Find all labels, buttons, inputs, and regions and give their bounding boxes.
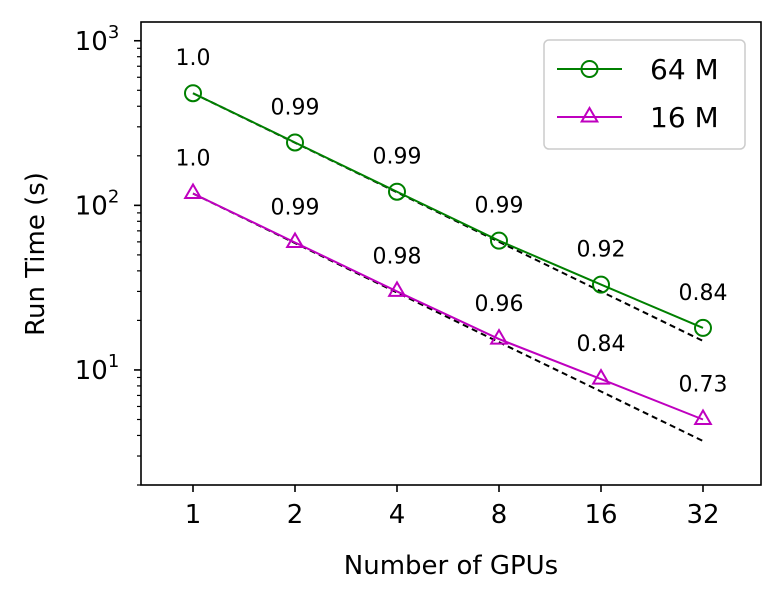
efficiency-label: 1.0: [176, 147, 211, 172]
legend-marker: [579, 106, 600, 123]
data-point: [592, 275, 610, 294]
data-point: [693, 408, 713, 425]
legend-label: 64 M: [650, 53, 719, 86]
y-tick-label: 103: [75, 22, 120, 57]
data-point: [184, 84, 202, 103]
efficiency-label: 0.99: [271, 95, 320, 120]
axis-ticks: 1 2 4 8 16 32 101 102 103: [75, 22, 720, 530]
efficiency-label: 0.84: [577, 332, 626, 357]
data-point: [490, 231, 508, 250]
plot-frame: [140, 21, 762, 486]
data-point: [489, 328, 509, 345]
x-axis-label: Number of GPUs: [344, 551, 558, 581]
efficiency-label: 0.84: [679, 281, 728, 306]
efficiency-label: 0.99: [475, 194, 524, 219]
data-point: [286, 133, 304, 152]
efficiency-label: 0.92: [577, 238, 626, 263]
efficiency-label: 0.98: [373, 244, 422, 269]
data-point: [285, 231, 305, 248]
y-tick-label: 102: [75, 186, 120, 221]
x-tick-label: 4: [389, 500, 406, 530]
series-line: [192, 192, 704, 421]
data-point: [183, 182, 203, 200]
efficiency-label: 0.99: [373, 145, 422, 170]
plot-marks: 1.0 0.99 0.99 0.99 0.92 0.84 1.0 0.99 0.98 0.96 0.…: [176, 46, 728, 442]
legend-marker: [580, 60, 599, 78]
data-point: [388, 182, 406, 201]
series-line: [192, 92, 704, 329]
x-tick-label: 1: [185, 500, 202, 530]
data-point: [387, 280, 407, 297]
efficiency-label: 0.73: [679, 372, 728, 397]
y-axis-label: Run Time (s): [21, 172, 51, 336]
efficiency-label: 0.96: [475, 292, 524, 317]
y-tick-label: 101: [75, 351, 120, 386]
x-tick-label: 16: [584, 500, 617, 530]
legend-label: 16 M: [650, 101, 719, 134]
data-point: [694, 318, 712, 337]
efficiency-label: 1.0: [176, 46, 211, 71]
x-tick-label: 2: [287, 500, 304, 530]
x-tick-label: 8: [491, 500, 508, 530]
data-point: [591, 368, 611, 385]
legend: 64 M 16 M: [543, 39, 746, 150]
efficiency-label: 0.99: [271, 195, 320, 220]
x-tick-label: 32: [686, 500, 719, 530]
